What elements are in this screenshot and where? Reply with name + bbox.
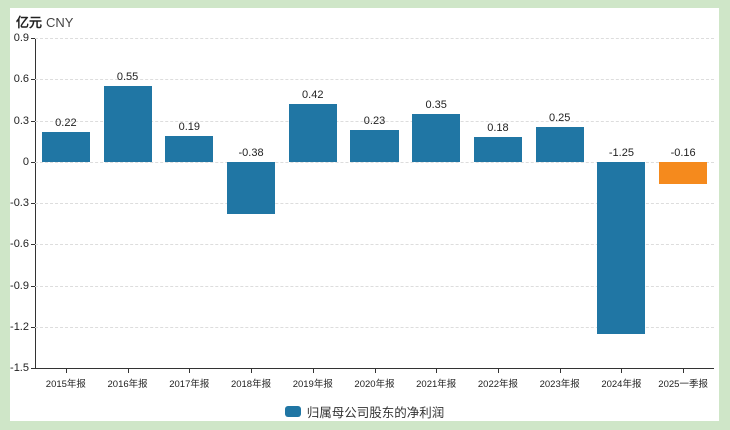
- y-axis-tick: [31, 38, 35, 39]
- y-axis-tick-label: -1.2: [10, 320, 29, 333]
- bar-2015年报[interactable]: [41, 131, 90, 162]
- x-axis-tick: [65, 369, 67, 373]
- y-axis-tick-label: -1.5: [10, 362, 29, 374]
- bar-2025一季报[interactable]: [659, 161, 708, 184]
- x-axis-tick: [374, 369, 376, 373]
- plot-area: 0.9 0.6 0.3 0 -0.3 -0.6 -0.9 -1.2 -1.5 0.22 0.55 0.…: [10, 32, 714, 374]
- axis-unit-label: 亿元 CNY: [16, 12, 73, 31]
- x-axis-tick: [312, 369, 314, 373]
- bar-2018年报[interactable]: [226, 161, 276, 214]
- x-axis-category-label: 2022年报: [477, 379, 519, 390]
- bar-2020年报[interactable]: [350, 130, 399, 162]
- chart-card: 亿元 CNY 0.9 0.6 0.3 0 -0.3 -0.6 -0.9 -1.2 -1.5 0.22…: [10, 8, 719, 421]
- x-axis-category-label: 2015年报: [45, 379, 86, 390]
- x-axis-category-label: 2017年报: [169, 379, 210, 390]
- bar-value-label: 0.19: [178, 120, 201, 133]
- x-axis-tick: [251, 369, 253, 373]
- gridline: [35, 161, 714, 163]
- x-axis-tick: [683, 369, 685, 373]
- bar-value-label: 0.25: [548, 112, 571, 125]
- x-axis-category-label: 2019年报: [292, 379, 333, 390]
- bar-2022年报[interactable]: [473, 137, 523, 162]
- y-axis-tick: [31, 120, 35, 122]
- bar-value-label: 0.22: [55, 116, 77, 129]
- bar-value-label: 0.42: [302, 89, 324, 101]
- y-axis-tick: [31, 285, 35, 287]
- bar-value-label: 0.35: [425, 98, 447, 111]
- unit-yi-label: 亿元: [16, 15, 43, 30]
- gridline: [35, 203, 714, 204]
- y-axis-tick-label: 0.9: [13, 32, 29, 44]
- x-axis-tick: [127, 369, 129, 373]
- y-axis-tick: [31, 79, 35, 81]
- y-axis-tick: [31, 203, 35, 204]
- gridline: [35, 79, 714, 81]
- y-axis-tick: [31, 368, 35, 369]
- y-axis-tick-label: 0: [22, 155, 29, 168]
- bar-value-label: -0.16: [670, 146, 696, 159]
- bar-2021年报[interactable]: [412, 113, 461, 162]
- legend-swatch-icon: [284, 405, 301, 417]
- x-axis-tick: [436, 369, 438, 373]
- gridline: [35, 120, 714, 122]
- chart-legend[interactable]: 归属母公司股东的净利润: [10, 403, 719, 420]
- bar-2017年报[interactable]: [165, 135, 214, 162]
- x-axis-labels: 2015年报 2016年报 2017年报 2018年报 2019年报 2020年报 2021…: [35, 374, 714, 390]
- y-axis-tick-label: 0.6: [13, 73, 29, 86]
- bar-value-label: -0.38: [238, 146, 264, 159]
- y-axis-tick-label: 0.3: [13, 114, 29, 127]
- bar-value-label: 0.18: [487, 122, 509, 134]
- x-axis-category-label: 2024年报: [601, 379, 642, 390]
- gridline: [35, 38, 714, 39]
- legend-label: 归属母公司股东的净利润: [306, 405, 445, 420]
- bar-2016年报[interactable]: [103, 86, 152, 162]
- x-axis-category-label: 2018年报: [230, 379, 272, 390]
- x-axis-tick: [621, 369, 623, 373]
- x-axis-tick: [189, 369, 191, 373]
- gridline: [35, 326, 714, 328]
- x-axis-line: [35, 368, 714, 369]
- x-axis-category-label: 2025一季报: [658, 379, 708, 390]
- bar-2023年报[interactable]: [535, 127, 584, 162]
- y-axis-tick: [31, 161, 35, 163]
- x-axis-tick: [497, 369, 499, 373]
- gridline: [35, 285, 714, 287]
- x-axis-category-label: 2023年报: [539, 379, 580, 390]
- y-axis-tick: [31, 244, 35, 246]
- bar-2019年报[interactable]: [288, 104, 337, 162]
- x-axis-category-label: 2021年报: [416, 379, 457, 390]
- y-axis-tick-label: -0.3: [10, 197, 29, 209]
- bar-value-label: 0.23: [363, 115, 386, 128]
- gridline: [35, 244, 714, 246]
- x-axis-tick: [559, 369, 561, 373]
- bar-value-label: -1.25: [608, 146, 634, 159]
- y-axis-tick-label: -0.9: [10, 279, 29, 292]
- x-axis-category-label: 2020年报: [354, 379, 395, 390]
- bar-2024年报[interactable]: [597, 161, 646, 334]
- y-axis-tick-label: -0.6: [10, 238, 29, 251]
- y-axis-tick: [31, 326, 35, 328]
- unit-cny-label: CNY: [46, 15, 74, 30]
- bar-value-label: 0.55: [116, 71, 139, 84]
- x-axis-category-label: 2016年报: [107, 379, 148, 390]
